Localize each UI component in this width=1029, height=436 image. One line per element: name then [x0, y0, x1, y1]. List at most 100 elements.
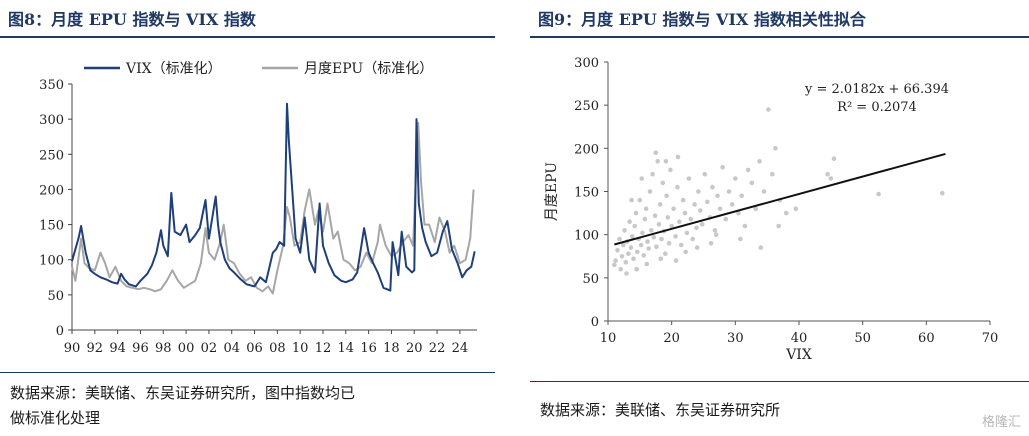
scatter-point: [647, 189, 653, 194]
x-tick-label: 04: [223, 341, 240, 356]
scatter-point: [742, 223, 748, 229]
scatter-point: [623, 260, 629, 265]
x-tick-label: 50: [854, 331, 871, 346]
y-tick-label: 300: [39, 113, 64, 128]
x-tick-label: 16: [360, 341, 377, 356]
x-tick-label: 18: [383, 341, 400, 356]
scatter-point: [654, 244, 659, 250]
x-tick-label: 98: [155, 341, 172, 356]
y-tick-label: 150: [39, 219, 64, 234]
r-squared-label: R² = 0.2074: [837, 100, 917, 115]
x-tick-label: 06: [246, 341, 263, 356]
scatter-point: [621, 242, 626, 248]
vix-series-line: [71, 102, 476, 292]
scatter-point: [745, 167, 751, 173]
x-tick-label: 90: [64, 341, 81, 356]
y-tick-label: 200: [574, 142, 599, 157]
x-tick-label: 94: [109, 341, 126, 356]
scatter-point: [692, 202, 697, 207]
scatter-point: [649, 228, 654, 233]
scatter-point: [876, 191, 881, 197]
trendline: [614, 152, 946, 246]
x-tick-label: 24: [452, 341, 469, 356]
scatter-point: [618, 266, 623, 272]
scatter-point: [696, 189, 701, 194]
left-figure-title: 图8：月度 EPU 指数与 VIX 指数: [8, 10, 256, 29]
y-tick-label: 100: [39, 254, 64, 269]
x-tick-label: 10: [292, 341, 309, 356]
scatter-point: [615, 247, 620, 253]
scatter-point: [639, 176, 644, 181]
y-tick-label: 350: [39, 78, 64, 93]
y-tick-label: 50: [582, 272, 599, 287]
scatter-point: [694, 225, 699, 231]
scatter-point: [713, 232, 719, 237]
x-tick-label: 22: [429, 341, 446, 356]
x-tick-label: 96: [132, 341, 149, 356]
left-source-line-2: 做标准化处理: [10, 409, 101, 427]
scatter-point: [646, 246, 651, 251]
scatter-point: [668, 167, 673, 173]
scatter-point: [653, 150, 659, 155]
epu-vix-line-chart: 0 50 100 150 200 250 300 350 90 92 94 96 98 00 02 04 06 0…: [39, 61, 477, 356]
x-tick-label: 70: [982, 331, 999, 346]
y-tick-label: 300: [574, 56, 599, 71]
y-tick-label: 50: [47, 289, 64, 304]
scatter-point: [617, 236, 622, 242]
scatter-point: [655, 159, 660, 164]
scatter-point: [624, 271, 629, 276]
regression-equation: y = 2.0182x + 66.394: [804, 82, 949, 97]
scatter-point: [650, 171, 655, 177]
scatter-point: [663, 159, 669, 164]
scatter-point: [651, 235, 657, 240]
scatter-point: [726, 189, 732, 194]
scatter-point: [665, 215, 671, 220]
scatter-point: [690, 236, 695, 242]
scatter-point: [658, 256, 664, 262]
watermark-logo: 格隆汇: [981, 415, 1021, 430]
scatter-point: [671, 206, 676, 212]
y-tick-label: 250: [39, 148, 64, 163]
scatter-point: [673, 258, 679, 263]
scatter-point: [684, 230, 690, 236]
scatter-point: [784, 210, 789, 216]
scatter-point: [698, 208, 703, 213]
legend-epu-label: 月度EPU（标准化）: [304, 61, 433, 77]
scatter-point: [682, 210, 688, 216]
scatter-point: [664, 193, 669, 199]
scatter-point: [632, 223, 637, 229]
scatter-point: [715, 193, 720, 199]
scatter-point: [663, 251, 668, 256]
scatter-point: [642, 216, 648, 222]
scatter-point: [831, 156, 837, 161]
y-tick-label: 150: [574, 186, 599, 201]
scatter-point: [708, 241, 714, 246]
epu-vix-scatter-chart: 0 50 100 150 200 250 300 10 20 30 40 50 60 70 y = 2.01…: [544, 56, 999, 363]
x-tick-label: 12: [315, 341, 332, 356]
scatter-point: [643, 206, 649, 212]
left-figure-panel: 图8：月度 EPU 指数与 VIX 指数 0 50 100 150 200 250 300 3…: [0, 0, 495, 436]
scatter-point: [613, 258, 618, 263]
scatter-point: [666, 241, 672, 246]
scatter-point: [634, 266, 639, 272]
x-tick-label: 08: [269, 341, 286, 356]
scatter-point: [673, 234, 678, 239]
scatter-point: [702, 171, 708, 177]
y-tick-label: 250: [574, 99, 599, 114]
x-tick-label: 14: [338, 341, 355, 356]
y-tick-label: 100: [574, 229, 599, 244]
scatter-point: [657, 202, 663, 207]
scatter-point: [766, 107, 771, 112]
scatter-point: [678, 242, 684, 248]
y-tick-label: 0: [56, 324, 64, 339]
scatter-point: [626, 251, 631, 256]
scatter-point: [705, 199, 710, 205]
x-tick-label: 92: [87, 341, 104, 356]
scatter-point: [828, 176, 834, 181]
right-figure-panel: 图9：月度 EPU 指数与 VIX 指数相关性拟合 0 50 100 150 200 25…: [530, 0, 1029, 436]
scatter-point: [733, 176, 738, 181]
scatter-point: [659, 236, 664, 242]
x-tick-label: 60: [918, 331, 935, 346]
scatter-point: [940, 190, 945, 196]
scatter-point: [738, 236, 743, 242]
